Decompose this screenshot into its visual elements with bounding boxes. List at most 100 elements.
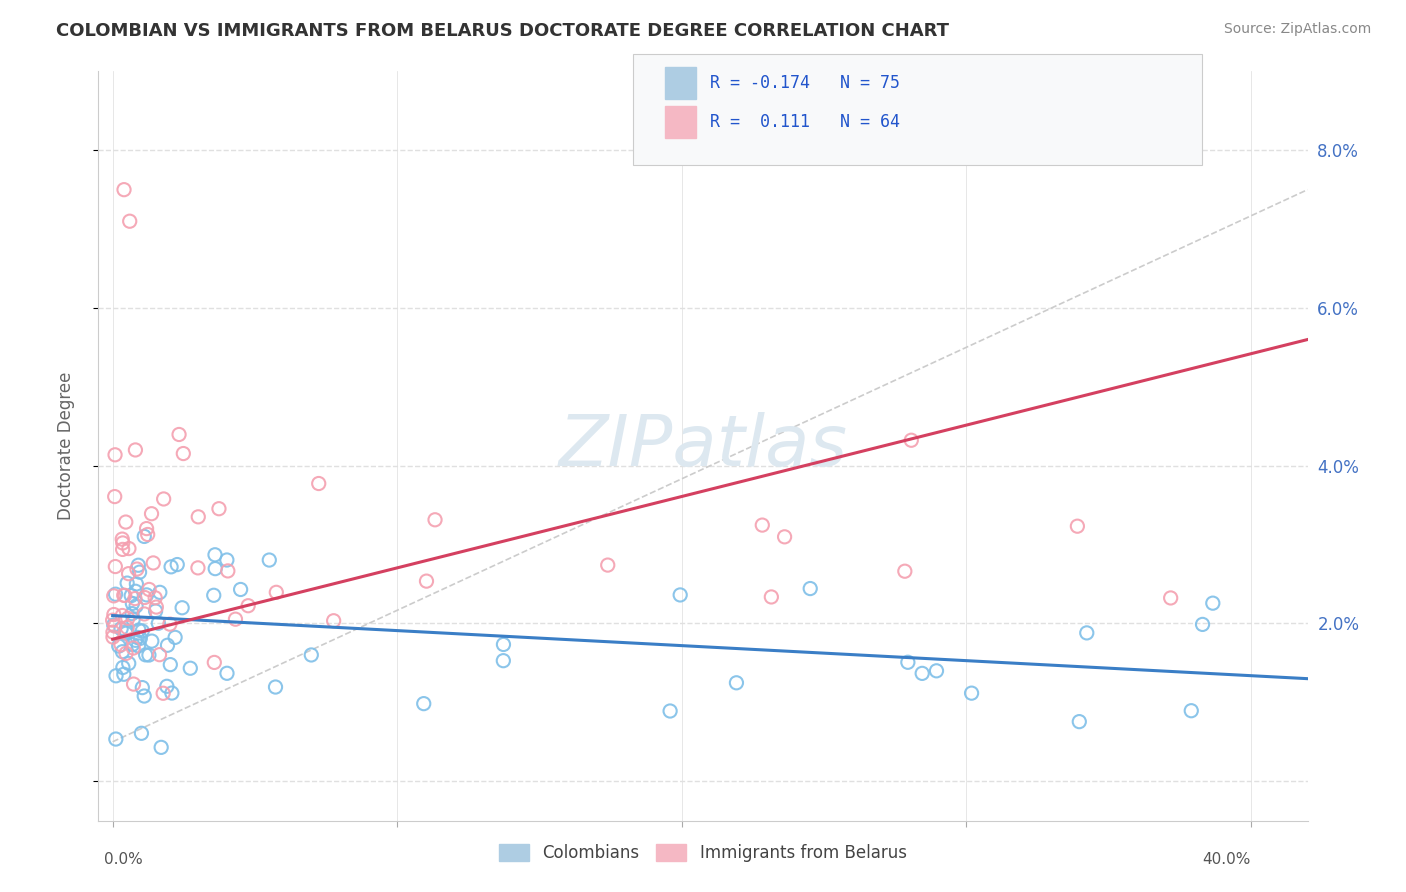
Point xyxy=(127,639,149,653)
Point xyxy=(187,561,209,575)
Point xyxy=(135,588,157,602)
Point xyxy=(114,515,136,529)
Point xyxy=(925,664,948,678)
Point xyxy=(215,553,238,567)
Point xyxy=(121,597,143,611)
Point xyxy=(111,645,134,659)
Point xyxy=(148,616,170,631)
Text: COLOMBIAN VS IMMIGRANTS FROM BELARUS DOCTORATE DEGREE CORRELATION CHART: COLOMBIAN VS IMMIGRANTS FROM BELARUS DOC… xyxy=(56,22,949,40)
Point xyxy=(167,427,190,442)
Point xyxy=(129,632,152,646)
Point xyxy=(111,542,134,557)
Point xyxy=(120,589,142,603)
Point xyxy=(911,666,934,681)
Point xyxy=(135,522,157,536)
Point xyxy=(142,556,165,570)
Point xyxy=(156,679,179,693)
Y-axis label: Doctorate Degree: Doctorate Degree xyxy=(56,372,75,520)
Point xyxy=(204,548,226,562)
Point xyxy=(725,675,748,690)
Point xyxy=(960,686,983,700)
Point xyxy=(110,638,132,652)
Point xyxy=(229,582,252,597)
Point xyxy=(131,681,153,695)
Point xyxy=(138,648,160,662)
Point xyxy=(1191,617,1213,632)
Point xyxy=(114,588,136,602)
Text: ZIPatlas: ZIPatlas xyxy=(558,411,848,481)
Point xyxy=(101,630,124,644)
Point xyxy=(112,183,135,197)
Point xyxy=(159,657,181,672)
Point xyxy=(165,631,187,645)
Point xyxy=(208,501,231,516)
Legend: Colombians, Immigrants from Belarus: Colombians, Immigrants from Belarus xyxy=(492,837,914,869)
Point xyxy=(145,604,167,618)
Point xyxy=(1160,591,1182,605)
Point xyxy=(112,667,135,681)
Point xyxy=(134,591,156,605)
Point xyxy=(1202,596,1225,610)
Point xyxy=(152,491,174,506)
Point xyxy=(128,565,150,579)
Point xyxy=(152,686,174,700)
Point xyxy=(156,638,179,652)
Point xyxy=(322,614,344,628)
Point xyxy=(104,559,127,574)
Point xyxy=(141,634,163,648)
Text: 40.0%: 40.0% xyxy=(1202,852,1251,867)
Point xyxy=(179,661,201,675)
Point xyxy=(204,561,226,575)
Point xyxy=(202,588,225,602)
Point xyxy=(897,655,920,669)
Point xyxy=(172,446,194,460)
Point xyxy=(107,639,129,653)
Point xyxy=(131,624,153,638)
Point xyxy=(104,587,127,601)
Point xyxy=(149,585,172,599)
Point xyxy=(187,509,209,524)
Point xyxy=(145,600,167,615)
Point xyxy=(110,622,132,636)
Point xyxy=(127,558,149,573)
Point xyxy=(669,588,692,602)
Text: 0.0%: 0.0% xyxy=(104,852,143,867)
Point xyxy=(134,689,156,703)
Point xyxy=(1066,519,1088,533)
Point xyxy=(128,623,150,637)
Point xyxy=(799,582,821,596)
Point xyxy=(104,448,127,462)
Point xyxy=(166,558,188,572)
Point xyxy=(159,617,181,632)
Point xyxy=(121,638,143,652)
Point xyxy=(217,564,239,578)
Point xyxy=(264,680,287,694)
Point xyxy=(117,566,139,581)
Point xyxy=(111,536,134,550)
Point xyxy=(125,577,148,591)
Point xyxy=(299,648,322,662)
Point xyxy=(125,599,148,613)
Point xyxy=(104,490,127,504)
Point xyxy=(259,553,281,567)
Point xyxy=(112,588,135,602)
Point xyxy=(415,574,437,588)
Point xyxy=(141,507,163,521)
Point xyxy=(121,607,143,621)
Point xyxy=(308,476,330,491)
Point xyxy=(423,513,446,527)
Point xyxy=(492,654,515,668)
Point xyxy=(124,633,146,648)
Text: R =  0.111   N = 64: R = 0.111 N = 64 xyxy=(710,113,900,131)
Point xyxy=(202,656,225,670)
Point xyxy=(101,613,124,627)
Point xyxy=(115,624,138,639)
Point xyxy=(134,607,156,621)
Point xyxy=(104,619,127,633)
Point xyxy=(135,648,157,662)
Point xyxy=(148,648,170,662)
Point xyxy=(122,677,145,691)
Point xyxy=(134,529,156,543)
Point xyxy=(596,558,619,573)
Point xyxy=(136,527,159,541)
